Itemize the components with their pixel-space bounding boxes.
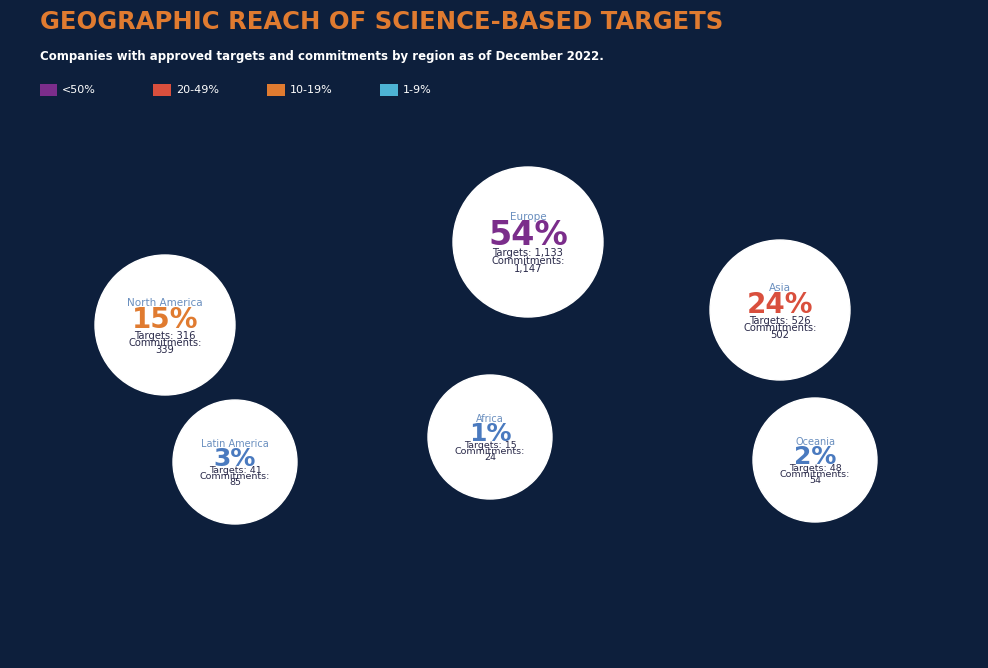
Text: Asia: Asia: [769, 283, 791, 293]
Text: 10-19%: 10-19%: [289, 86, 332, 95]
Text: Companies with approved targets and commitments by region as of December 2022.: Companies with approved targets and comm…: [40, 50, 604, 63]
Text: Commitments:: Commitments:: [780, 470, 851, 479]
Text: Targets: 526: Targets: 526: [749, 316, 811, 326]
Text: Commitments:: Commitments:: [454, 447, 526, 456]
Text: Targets: 1,133: Targets: 1,133: [493, 248, 563, 259]
Text: Targets: 15: Targets: 15: [463, 441, 517, 450]
Text: North America: North America: [127, 298, 203, 308]
Text: 20-49%: 20-49%: [176, 86, 219, 95]
Text: Commitments:: Commitments:: [491, 256, 565, 266]
Text: Africa: Africa: [476, 414, 504, 424]
Text: <50%: <50%: [62, 86, 96, 95]
Text: 502: 502: [771, 331, 789, 341]
Text: 2%: 2%: [793, 446, 836, 470]
Text: Oceania: Oceania: [795, 437, 835, 447]
Text: 15%: 15%: [131, 307, 199, 334]
Text: 85: 85: [229, 478, 241, 487]
Text: Commitments:: Commitments:: [200, 472, 270, 481]
Text: 54: 54: [809, 476, 821, 485]
Text: Latin America: Latin America: [202, 439, 269, 449]
Text: Commitments:: Commitments:: [743, 323, 817, 333]
Text: 54%: 54%: [488, 219, 568, 252]
Text: 1%: 1%: [468, 422, 511, 446]
Text: 24: 24: [484, 453, 496, 462]
Text: 339: 339: [155, 345, 175, 355]
Text: Commitments:: Commitments:: [128, 338, 202, 348]
Text: 3%: 3%: [213, 448, 256, 472]
Text: Targets: 316: Targets: 316: [134, 331, 196, 341]
Text: 1-9%: 1-9%: [403, 86, 432, 95]
Text: Targets: 48: Targets: 48: [788, 464, 842, 473]
Text: 1,147: 1,147: [514, 264, 542, 274]
Text: GEOGRAPHIC REACH OF SCIENCE-BASED TARGETS: GEOGRAPHIC REACH OF SCIENCE-BASED TARGET…: [40, 10, 723, 34]
Text: Targets: 41: Targets: 41: [208, 466, 262, 475]
Text: Europe: Europe: [510, 212, 546, 222]
Text: 24%: 24%: [747, 291, 813, 319]
